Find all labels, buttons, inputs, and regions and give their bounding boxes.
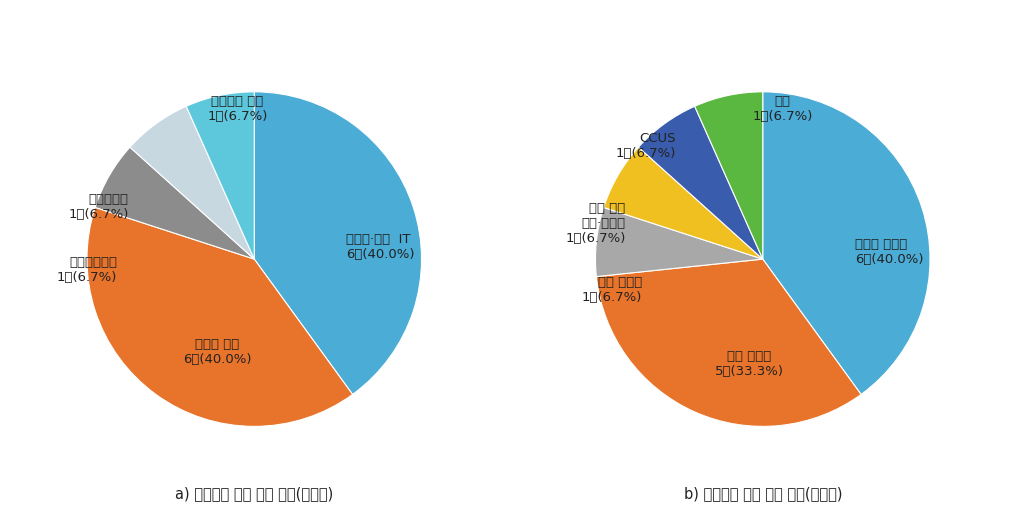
Wedge shape bbox=[254, 93, 421, 394]
Text: CCUS
1건(6.7%): CCUS 1건(6.7%) bbox=[615, 132, 675, 160]
Text: 수력
1건(6.7%): 수력 1건(6.7%) bbox=[753, 95, 813, 123]
Text: b) 감축분야 사업 추진 현황(중분류): b) 감축분야 사업 추진 현황(중분류) bbox=[683, 485, 842, 500]
Text: 건축 효율화
1건(6.7%): 건축 효율화 1건(6.7%) bbox=[582, 276, 643, 303]
Text: 재생에너지
1건(6.7%): 재생에너지 1건(6.7%) bbox=[68, 192, 129, 220]
Wedge shape bbox=[695, 93, 763, 260]
Wedge shape bbox=[96, 148, 254, 260]
Wedge shape bbox=[763, 93, 930, 394]
Text: 송배전 시스템
6건(40.0%): 송배전 시스템 6건(40.0%) bbox=[854, 237, 923, 265]
Wedge shape bbox=[130, 107, 254, 260]
Wedge shape bbox=[604, 148, 763, 260]
Text: 청정 화력
발전·효율화
1건(6.7%): 청정 화력 발전·효율화 1건(6.7%) bbox=[565, 202, 625, 244]
Wedge shape bbox=[87, 208, 353, 427]
Wedge shape bbox=[186, 93, 254, 260]
Text: 송배전·전력  IT
6건(40.0%): 송배전·전력 IT 6건(40.0%) bbox=[346, 232, 415, 260]
Wedge shape bbox=[596, 208, 763, 277]
Text: 수송 효율화
5건(33.3%): 수송 효율화 5건(33.3%) bbox=[715, 349, 784, 377]
Text: 에너지 수요
6건(40.0%): 에너지 수요 6건(40.0%) bbox=[183, 337, 251, 365]
Text: 비재생에너지
1건(6.7%): 비재생에너지 1건(6.7%) bbox=[57, 256, 117, 284]
Wedge shape bbox=[639, 107, 763, 260]
Wedge shape bbox=[596, 260, 861, 427]
Text: 온실가스 고정
1건(6.7%): 온실가스 고정 1건(6.7%) bbox=[207, 95, 267, 123]
Text: a) 감축분야 사업 추진 현황(중분류): a) 감축분야 사업 추진 현황(중분류) bbox=[175, 485, 334, 500]
